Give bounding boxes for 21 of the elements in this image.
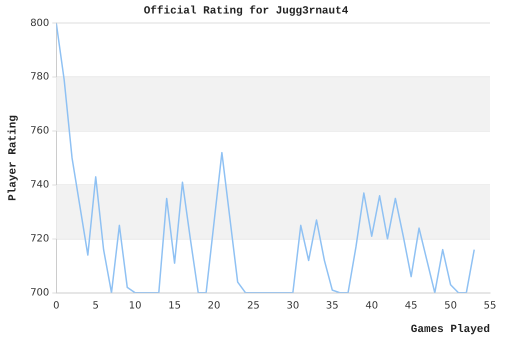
y-tick-label: 780	[30, 72, 50, 83]
y-axis-title: Player Rating	[7, 115, 20, 201]
x-tick-label: 55	[484, 300, 496, 312]
x-tick-label: 20	[208, 300, 220, 312]
x-axis-title: Games Played	[410, 324, 490, 336]
y-tick-label: 720	[30, 233, 50, 244]
x-tick-label: 10	[128, 300, 142, 312]
x-tick-label: 50	[444, 300, 457, 312]
y-tick-label: 700	[30, 287, 50, 298]
x-tick-label: 5	[92, 300, 99, 312]
x-tick-label: 15	[168, 300, 181, 312]
x-tick-label: 35	[326, 300, 339, 312]
x-tick-label: 30	[286, 300, 300, 312]
x-tick-label: 40	[365, 300, 378, 312]
y-tick-label: 760	[30, 126, 50, 137]
x-tick-label: 0	[53, 300, 60, 312]
x-tick-label: 25	[247, 300, 260, 312]
y-tick-label: 740	[30, 180, 50, 191]
chart-title: Official Rating for Jugg3rnaut4	[144, 4, 349, 18]
x-tick-label: 45	[404, 300, 418, 312]
y-tick-label: 800	[30, 18, 50, 29]
